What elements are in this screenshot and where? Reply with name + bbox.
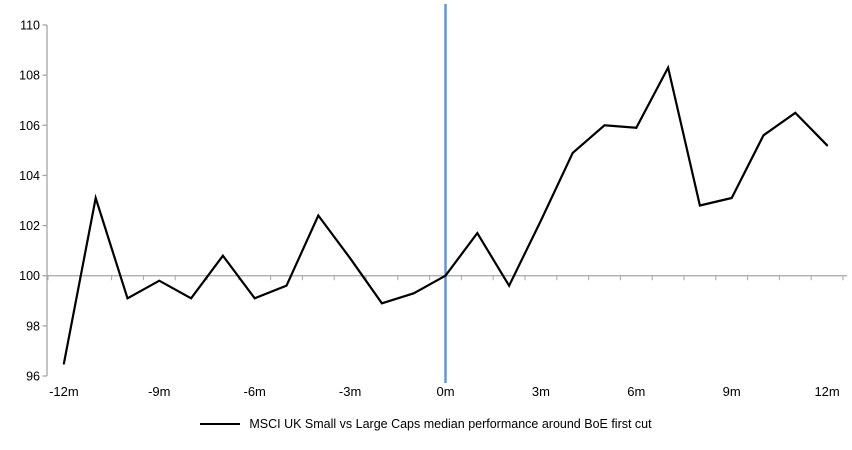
y-tick-label: 108 — [19, 69, 40, 83]
x-tick-label: -12m — [49, 384, 79, 399]
x-tick-label: 6m — [627, 384, 645, 399]
legend-label: MSCI UK Small vs Large Caps median perfo… — [249, 417, 652, 431]
series-line — [62, 64, 829, 365]
x-tick-label: 12m — [814, 384, 839, 399]
legend-line-icon — [200, 423, 241, 425]
y-tick-label: 110 — [20, 19, 40, 33]
x-tick-label: -6m — [244, 384, 266, 399]
x-tick-label: 0m — [436, 384, 454, 399]
legend: MSCI UK Small vs Large Caps median perfo… — [0, 417, 852, 431]
y-tick-label: 102 — [19, 219, 40, 233]
y-tick-label: 98 — [26, 319, 40, 333]
y-tick-label: 106 — [19, 119, 40, 133]
y-axis: 96 98 100 102 104 106 108 110 — [19, 19, 48, 384]
y-tick-label: 104 — [19, 169, 40, 183]
x-tick-label: -9m — [148, 384, 170, 399]
y-tick-label: 100 — [19, 269, 40, 283]
x-axis: -12m -9m -6m -3m 0m 3m 6m 9m 12m — [47, 275, 847, 399]
y-tick-label: 96 — [26, 370, 40, 384]
x-tick-label: 9m — [723, 384, 741, 399]
x-tick-label: 3m — [532, 384, 550, 399]
x-tick-label: -3m — [339, 384, 361, 399]
